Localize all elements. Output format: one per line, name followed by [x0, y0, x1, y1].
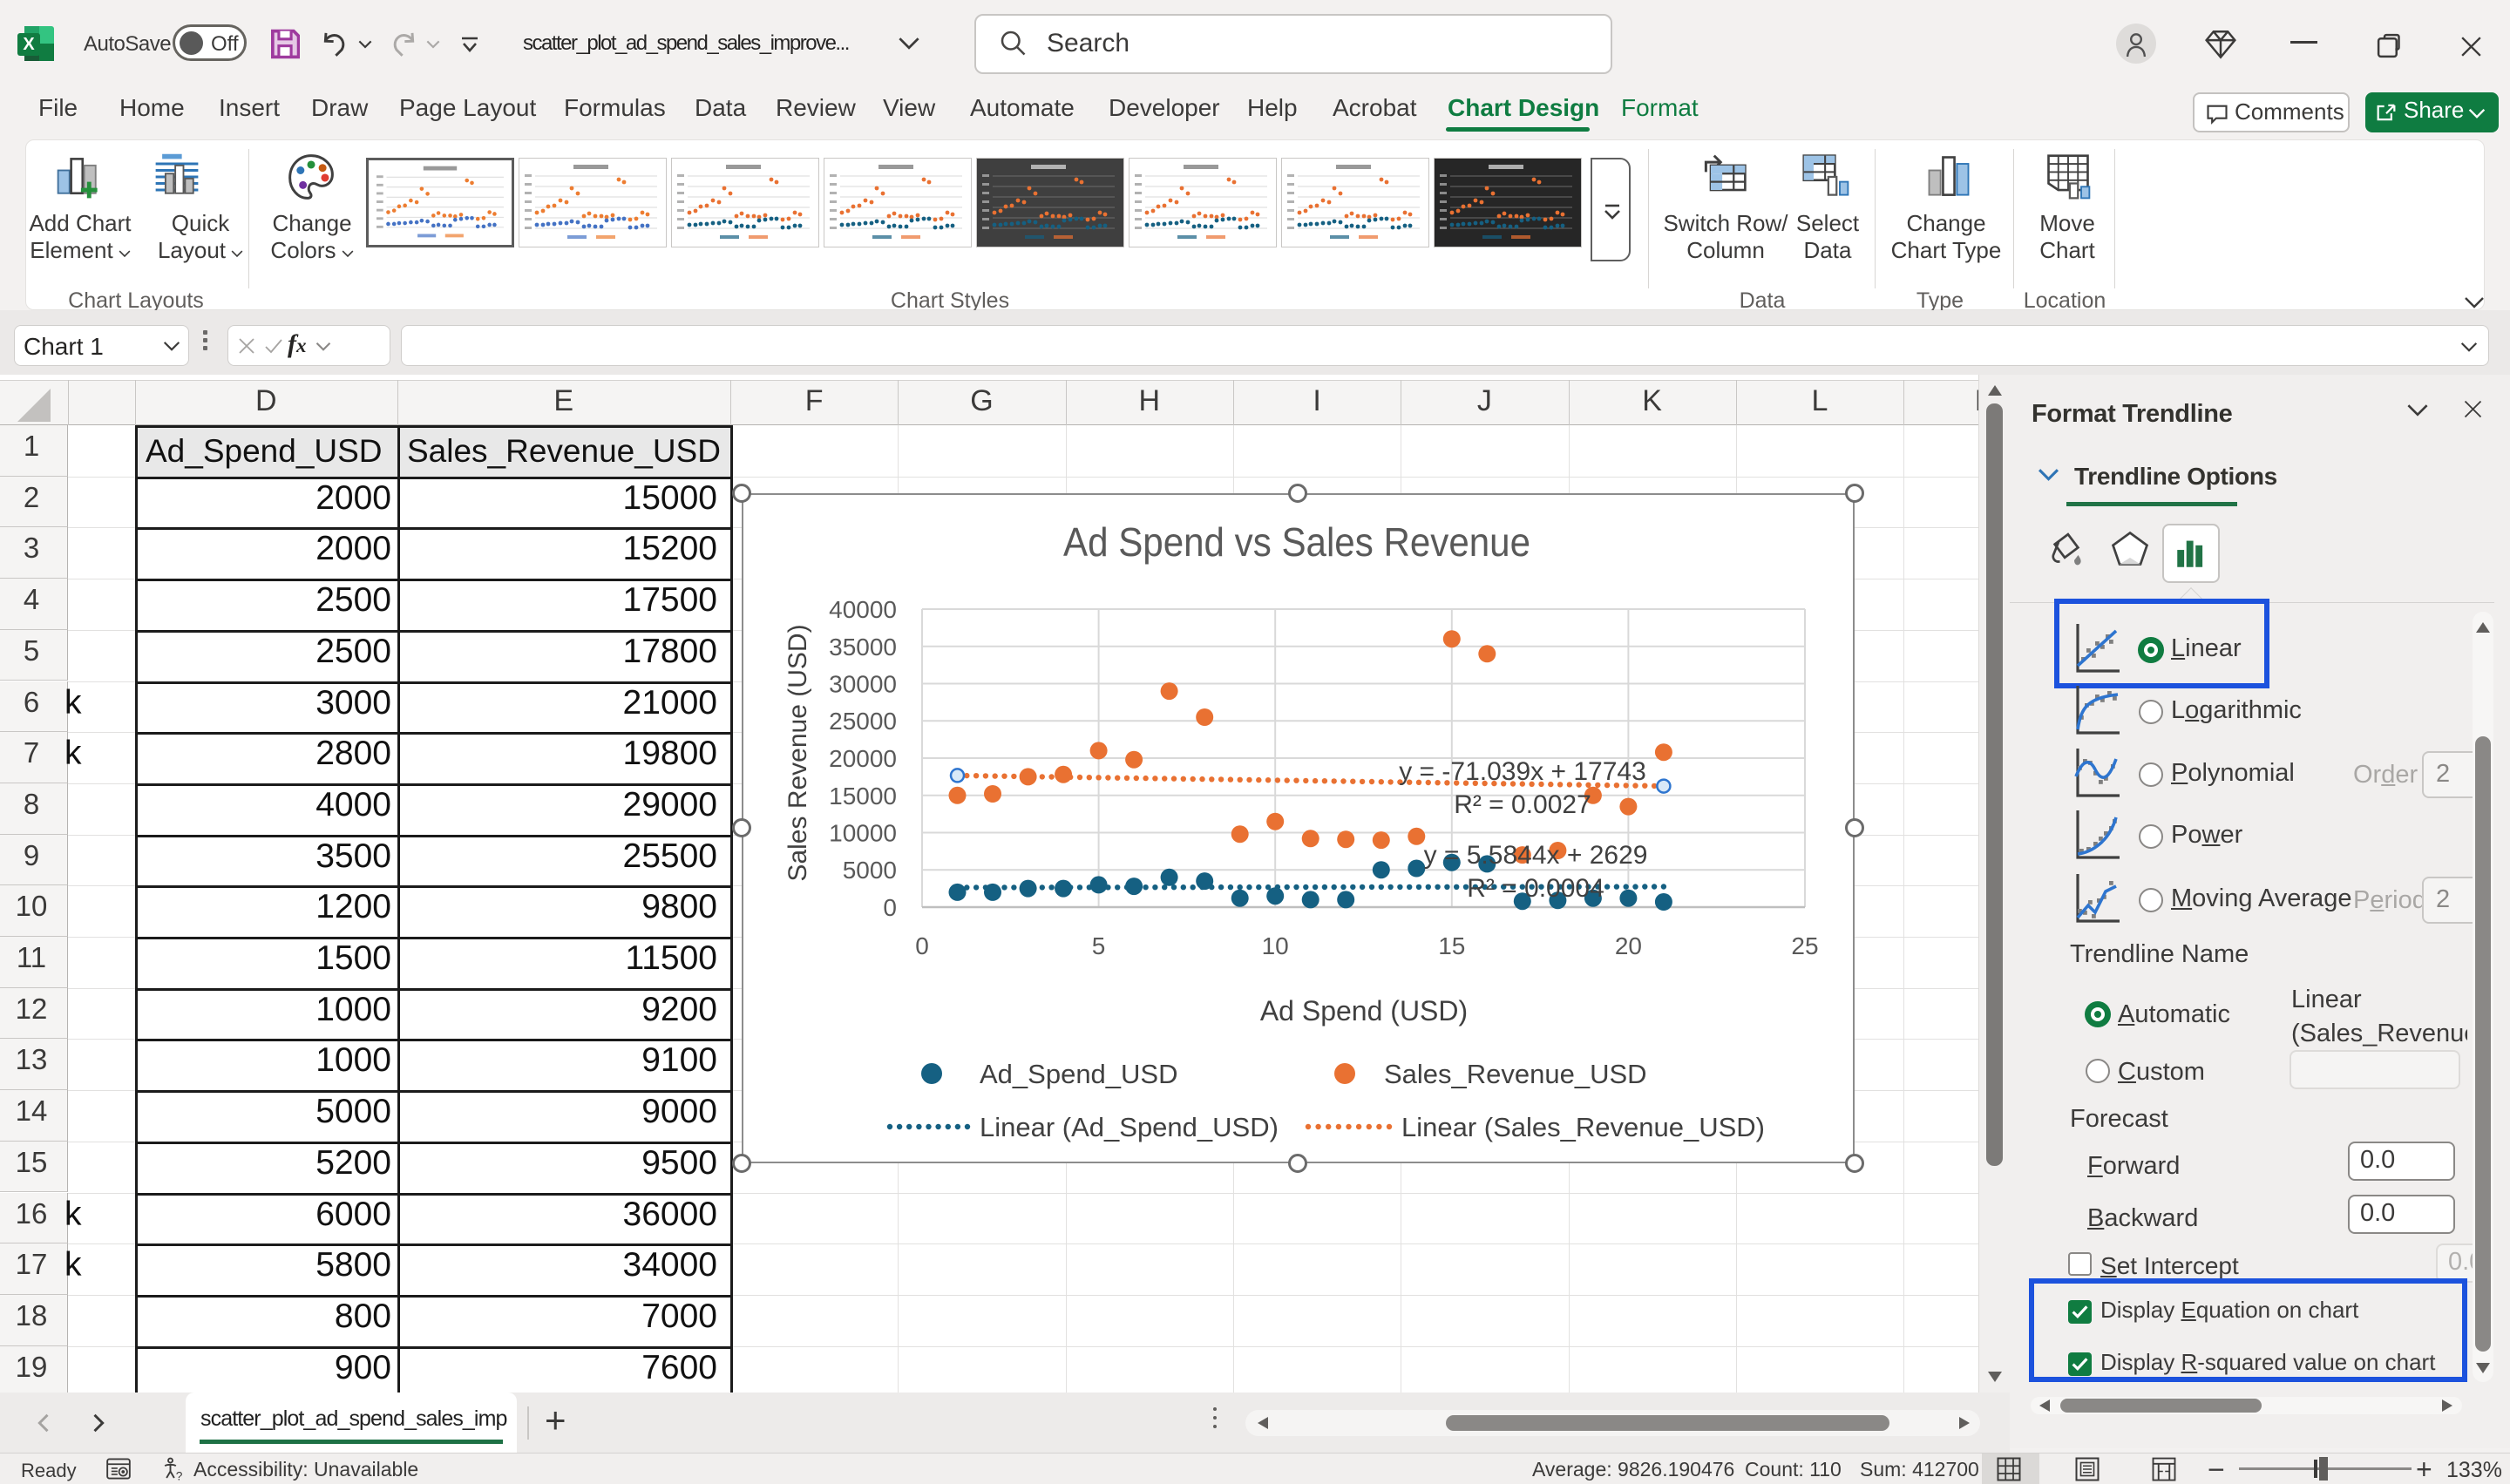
svg-text:30000: 30000	[829, 671, 897, 698]
svg-text:5000: 5000	[843, 857, 897, 884]
svg-text:0: 0	[883, 894, 897, 921]
svg-text:35000: 35000	[829, 634, 897, 661]
svg-text:10: 10	[1262, 932, 1289, 959]
svg-text:R² = 0.0004: R² = 0.0004	[1467, 874, 1604, 903]
svg-text:40000: 40000	[829, 596, 897, 623]
svg-text:25000: 25000	[829, 708, 897, 735]
svg-text:Linear (Sales_Revenue_USD): Linear (Sales_Revenue_USD)	[1401, 1112, 1765, 1142]
svg-text:?: ?	[176, 1470, 183, 1483]
svg-text:15000: 15000	[829, 783, 897, 810]
svg-text:Sales_Revenue_USD: Sales_Revenue_USD	[1384, 1059, 1647, 1089]
svg-text:10000: 10000	[829, 820, 897, 847]
svg-text:Linear (Ad_Spend_USD): Linear (Ad_Spend_USD)	[980, 1112, 1279, 1142]
svg-text:y = 5.5844x + 2629: y = 5.5844x + 2629	[1424, 841, 1648, 870]
svg-text:y = -71.039x + 17743: y = -71.039x + 17743	[1399, 757, 1646, 786]
svg-text:20000: 20000	[829, 745, 897, 772]
svg-text:15: 15	[1438, 932, 1465, 959]
svg-text:25: 25	[1791, 932, 1818, 959]
svg-text:Ad_Spend_USD: Ad_Spend_USD	[980, 1059, 1178, 1089]
svg-text:Ad Spend (USD): Ad Spend (USD)	[1260, 995, 1468, 1027]
svg-text:R² = 0.0027: R² = 0.0027	[1454, 790, 1591, 819]
svg-text:20: 20	[1615, 932, 1642, 959]
svg-text:5: 5	[1092, 932, 1106, 959]
svg-text:Sales Revenue (USD): Sales Revenue (USD)	[784, 624, 812, 881]
svg-text:0: 0	[915, 932, 929, 959]
svg-text:Ad Spend vs Sales Revenue: Ad Spend vs Sales Revenue	[1063, 519, 1530, 565]
